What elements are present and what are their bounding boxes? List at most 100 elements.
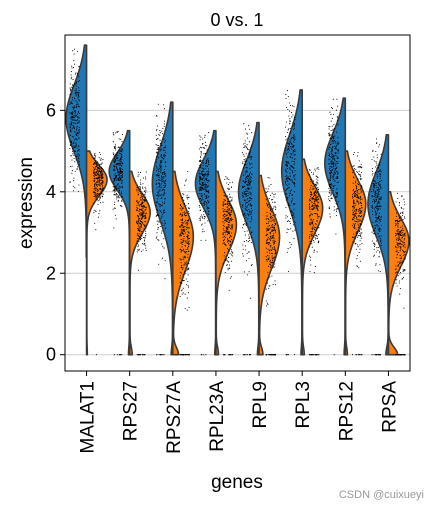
jitter-point xyxy=(77,111,79,114)
jitter-point xyxy=(379,354,381,356)
jitter-point xyxy=(180,239,182,241)
jitter-point xyxy=(356,258,358,260)
jitter-point xyxy=(99,202,102,204)
jitter-point xyxy=(333,171,335,173)
jitter-point xyxy=(400,247,402,249)
jitter-point xyxy=(222,202,224,204)
jitter-point xyxy=(75,150,77,152)
jitter-point xyxy=(206,179,208,181)
jitter-point xyxy=(286,220,289,223)
jitter-point xyxy=(396,219,398,222)
jitter-point xyxy=(140,183,142,185)
jitter-point xyxy=(288,162,290,164)
jitter-point xyxy=(289,246,291,248)
jitter-point xyxy=(244,185,246,187)
jitter-point xyxy=(372,201,374,203)
jitter-point xyxy=(164,161,166,163)
jitter-point xyxy=(375,216,377,218)
jitter-point xyxy=(228,210,230,212)
jitter-point xyxy=(317,201,319,203)
jitter-point xyxy=(315,223,317,225)
jitter-point xyxy=(228,354,230,356)
jitter-point xyxy=(275,223,277,225)
jitter-point xyxy=(93,167,95,169)
jitter-point xyxy=(313,192,316,194)
jitter-point xyxy=(114,144,116,146)
jitter-point xyxy=(271,211,273,213)
jitter-point xyxy=(250,207,252,209)
jitter-point xyxy=(286,161,288,163)
jitter-point xyxy=(159,132,161,134)
jitter-point xyxy=(156,151,158,153)
jitter-point xyxy=(312,195,315,197)
jitter-point xyxy=(188,306,190,309)
jitter-point xyxy=(185,278,187,280)
jitter-point xyxy=(229,221,231,223)
jitter-point xyxy=(245,189,247,191)
jitter-point xyxy=(286,354,288,356)
jitter-point xyxy=(72,67,75,69)
jitter-point xyxy=(399,254,401,256)
jitter-point xyxy=(162,149,164,151)
jitter-point xyxy=(180,219,182,221)
jitter-point xyxy=(205,163,207,165)
x-tick-label: RPS27A xyxy=(164,381,185,454)
jitter-point xyxy=(99,170,101,172)
jitter-point xyxy=(203,231,205,233)
jitter-point xyxy=(400,232,402,234)
jitter-point xyxy=(71,141,73,143)
jitter-point xyxy=(287,204,289,206)
jitter-point xyxy=(247,192,249,194)
jitter-point xyxy=(354,238,356,240)
jitter-point xyxy=(136,209,138,211)
jitter-point xyxy=(230,276,232,278)
jitter-point xyxy=(78,160,80,162)
jitter-point xyxy=(251,163,253,165)
jitter-point xyxy=(75,156,77,158)
jitter-point xyxy=(400,206,402,209)
jitter-point xyxy=(119,171,121,174)
jitter-point xyxy=(373,185,375,187)
jitter-point xyxy=(160,162,162,164)
jitter-point xyxy=(272,267,274,269)
jitter-point xyxy=(333,206,335,208)
jitter-point xyxy=(251,231,253,233)
jitter-point xyxy=(245,222,247,224)
jitter-point xyxy=(228,209,230,211)
jitter-point xyxy=(289,141,291,143)
jitter-point xyxy=(313,241,315,243)
jitter-point xyxy=(141,210,143,212)
jitter-point xyxy=(137,225,139,227)
jitter-point xyxy=(269,245,271,247)
jitter-point xyxy=(118,164,120,166)
jitter-point xyxy=(332,178,334,180)
jitter-point xyxy=(203,205,205,207)
jitter-point xyxy=(121,168,123,171)
x-axis-ticks: MALAT1 RPS27 RPS27A RPL23A RPL9 RPL3 RPS12 RPSA xyxy=(78,371,400,454)
jitter-point xyxy=(94,179,96,181)
jitter-point xyxy=(373,245,376,247)
jitter-point xyxy=(184,293,186,295)
jitter-point xyxy=(286,232,288,234)
jitter-point xyxy=(96,170,98,172)
jitter-point xyxy=(229,204,231,206)
jitter-point xyxy=(101,193,103,195)
jitter-point xyxy=(354,243,356,245)
jitter-point xyxy=(267,226,269,228)
jitter-point xyxy=(394,268,397,270)
jitter-point xyxy=(138,190,140,192)
jitter-point xyxy=(272,257,274,260)
jitter-point xyxy=(287,138,289,140)
jitter-point xyxy=(404,269,406,271)
jitter-point xyxy=(380,196,382,198)
jitter-point xyxy=(312,186,314,188)
jitter-point xyxy=(99,196,101,198)
jitter-point xyxy=(361,215,363,217)
jitter-point xyxy=(377,225,379,227)
jitter-point xyxy=(331,152,333,154)
jitter-point xyxy=(336,182,338,184)
jitter-point xyxy=(223,255,225,257)
jitter-point xyxy=(377,171,380,173)
jitter-point xyxy=(179,277,181,279)
jitter-point xyxy=(69,112,71,114)
